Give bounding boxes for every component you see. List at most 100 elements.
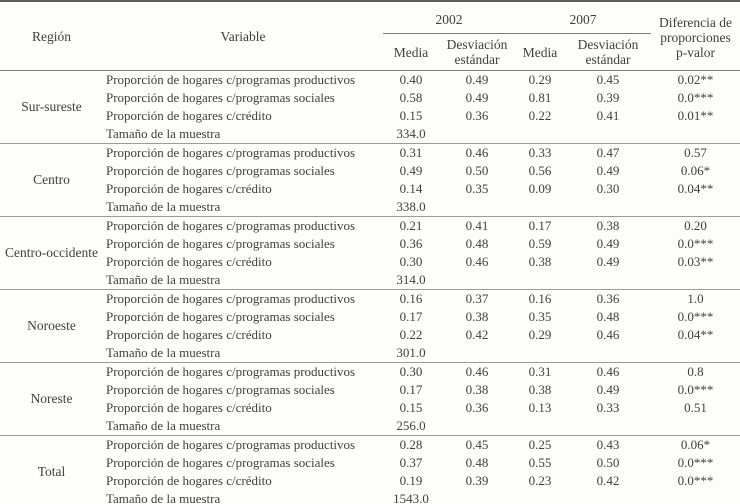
media-2007-cell: 0.35 — [528, 309, 552, 324]
table-row: Proporción de hogares c/programas social… — [0, 235, 740, 253]
variable-column-header: Variable — [220, 28, 266, 44]
variable-cell: Proporción de hogares c/programas produc… — [106, 72, 356, 87]
variable-cell: Proporción de hogares c/programas social… — [106, 455, 335, 470]
variable-cell: Tamaño de la muestra — [106, 345, 221, 360]
variable-cell: Proporción de hogares c/programas produc… — [106, 437, 356, 452]
table-row: Proporción de hogares c/programas social… — [0, 308, 740, 326]
region-cell: Centro — [33, 172, 70, 187]
sd-2007-cell — [565, 344, 651, 363]
media-2007-cell: 0.55 — [528, 455, 552, 470]
variable-cell: Proporción de hogares c/programas produc… — [106, 218, 356, 233]
media-2002-cell: 0.17 — [399, 309, 423, 324]
media-2002-header: Media — [393, 44, 429, 60]
media-2007-cell: 0.13 — [528, 400, 552, 415]
region-block: Centro Proporción de hogares c/programas … — [0, 143, 740, 217]
sd-2002-cell — [439, 417, 515, 436]
region-column-header: Región — [32, 28, 71, 44]
table-row: Proporción de hogares c/crédito 0.22 0.42 0… — [0, 326, 740, 344]
sd-2002-cell: 0.49 — [465, 90, 489, 105]
sd-2007-cell: 0.49 — [596, 236, 620, 251]
sd-2007-cell — [565, 417, 651, 436]
media-2002-cell: 0.36 — [399, 236, 423, 251]
variable-cell: Proporción de hogares c/crédito — [106, 400, 272, 415]
media-2002-cell: 0.49 — [399, 163, 423, 178]
sd-2007-cell: 0.48 — [596, 309, 620, 324]
table-row: Noreste Proporción de hogares c/programas… — [0, 363, 740, 406]
sd-2007-cell: 0.43 — [596, 437, 620, 452]
sd-2002-cell: 0.36 — [465, 108, 489, 123]
media-2002-cell: 0.58 — [399, 90, 423, 105]
media-2002-cell: 0.16 — [399, 291, 423, 306]
media-2002-cell: 0.19 — [399, 473, 423, 488]
media-2007-cell: 0.17 — [528, 218, 552, 233]
media-2007-cell: 0.31 — [528, 364, 552, 379]
sd-2007-cell: 0.33 — [596, 400, 620, 415]
region-cell: Noroeste — [27, 318, 76, 333]
variable-cell: Proporción de hogares c/programas social… — [106, 382, 335, 397]
sd-2002-cell: 0.37 — [465, 291, 489, 306]
p-value-cell — [651, 271, 740, 290]
variable-cell: Proporción de hogares c/programas social… — [106, 309, 335, 324]
media-2002-cell: 0.37 — [399, 455, 423, 470]
header-row-stats: Media Desviación estándar Media Desviaci… — [0, 34, 740, 71]
p-value-cell: 0.0*** — [677, 236, 714, 251]
sd-2002-cell: 0.39 — [465, 473, 489, 488]
table-row: Proporción de hogares c/crédito 0.19 0.39 0… — [0, 472, 740, 490]
sd-2002-cell: 0.42 — [465, 327, 489, 342]
table-row: Proporción de hogares c/programas social… — [0, 381, 740, 399]
media-2007-cell — [515, 490, 565, 504]
media-2002-cell: 0.28 — [399, 437, 423, 452]
sd-2007-cell: 0.50 — [596, 455, 620, 470]
sd-2007-cell: 0.42 — [596, 473, 620, 488]
media-2002-cell: 0.14 — [399, 181, 423, 196]
region-block: Centro-occidente Proporción de hogares c/… — [0, 216, 740, 290]
table-row: Centro Proporción de hogares c/programas … — [0, 144, 740, 187]
variable-cell: Proporción de hogares c/programas produc… — [106, 145, 356, 160]
p-value-cell: 0.0*** — [677, 382, 714, 397]
table-row: Tamaño de la muestra 301.0 — [0, 344, 740, 363]
sd-2007-cell: 0.41 — [596, 108, 620, 123]
table-row: Proporción de hogares c/crédito 0.14 0.35 0… — [0, 180, 740, 198]
sd-2002-cell: 0.48 — [465, 236, 489, 251]
sd-2007-cell: 0.49 — [596, 382, 620, 397]
table-header: Región Variable 2002 2007 Diferencia de … — [0, 1, 740, 71]
media-2002-cell: 0.30 — [399, 364, 423, 379]
sd-2002-header: Desviación estándar — [446, 37, 508, 67]
sd-2007-cell: 0.46 — [596, 327, 620, 342]
media-2002-cell: 334.0 — [396, 126, 426, 141]
variable-cell: Tamaño de la muestra — [106, 491, 221, 504]
media-2002-cell: 0.21 — [399, 218, 423, 233]
table-row: Noroeste Proporción de hogares c/programa… — [0, 290, 740, 333]
sd-2007-cell — [565, 271, 651, 290]
media-2007-cell: 0.29 — [528, 327, 552, 342]
sd-2002-cell: 0.41 — [465, 218, 489, 233]
sd-2002-cell: 0.46 — [465, 364, 489, 379]
media-2002-cell: 0.40 — [399, 72, 423, 87]
media-2007-cell: 0.38 — [528, 382, 552, 397]
media-2002-cell: 301.0 — [396, 345, 426, 360]
media-2007-cell: 0.33 — [528, 145, 552, 160]
table-row: Tamaño de la muestra 334.0 — [0, 125, 740, 144]
table-row: Proporción de hogares c/crédito 0.30 0.46 0… — [0, 253, 740, 271]
sd-2002-cell: 0.46 — [465, 145, 489, 160]
media-2007-cell — [515, 271, 565, 290]
variable-cell: Proporción de hogares c/programas social… — [106, 163, 335, 178]
sd-2002-cell: 0.46 — [465, 254, 489, 269]
table-row: Centro-occidente Proporción de hogares c/… — [0, 217, 740, 260]
sd-2002-cell — [439, 198, 515, 217]
sd-2002-cell: 0.49 — [465, 72, 489, 87]
variable-cell: Proporción de hogares c/crédito — [106, 327, 272, 342]
media-2007-cell: 0.38 — [528, 254, 552, 269]
sd-2002-cell: 0.38 — [465, 309, 489, 324]
p-value-cell: 0.0*** — [677, 309, 714, 324]
variable-cell: Tamaño de la muestra — [106, 272, 221, 287]
p-value-cell: 0.8 — [687, 364, 704, 379]
p-value-cell: 0.04** — [677, 181, 714, 196]
p-value-cell — [651, 417, 740, 436]
sd-2007-cell: 0.39 — [596, 90, 620, 105]
region-block: Noreste Proporción de hogares c/programas… — [0, 362, 740, 436]
variable-cell: Proporción de hogares c/crédito — [106, 108, 272, 123]
sd-2002-cell: 0.38 — [465, 382, 489, 397]
